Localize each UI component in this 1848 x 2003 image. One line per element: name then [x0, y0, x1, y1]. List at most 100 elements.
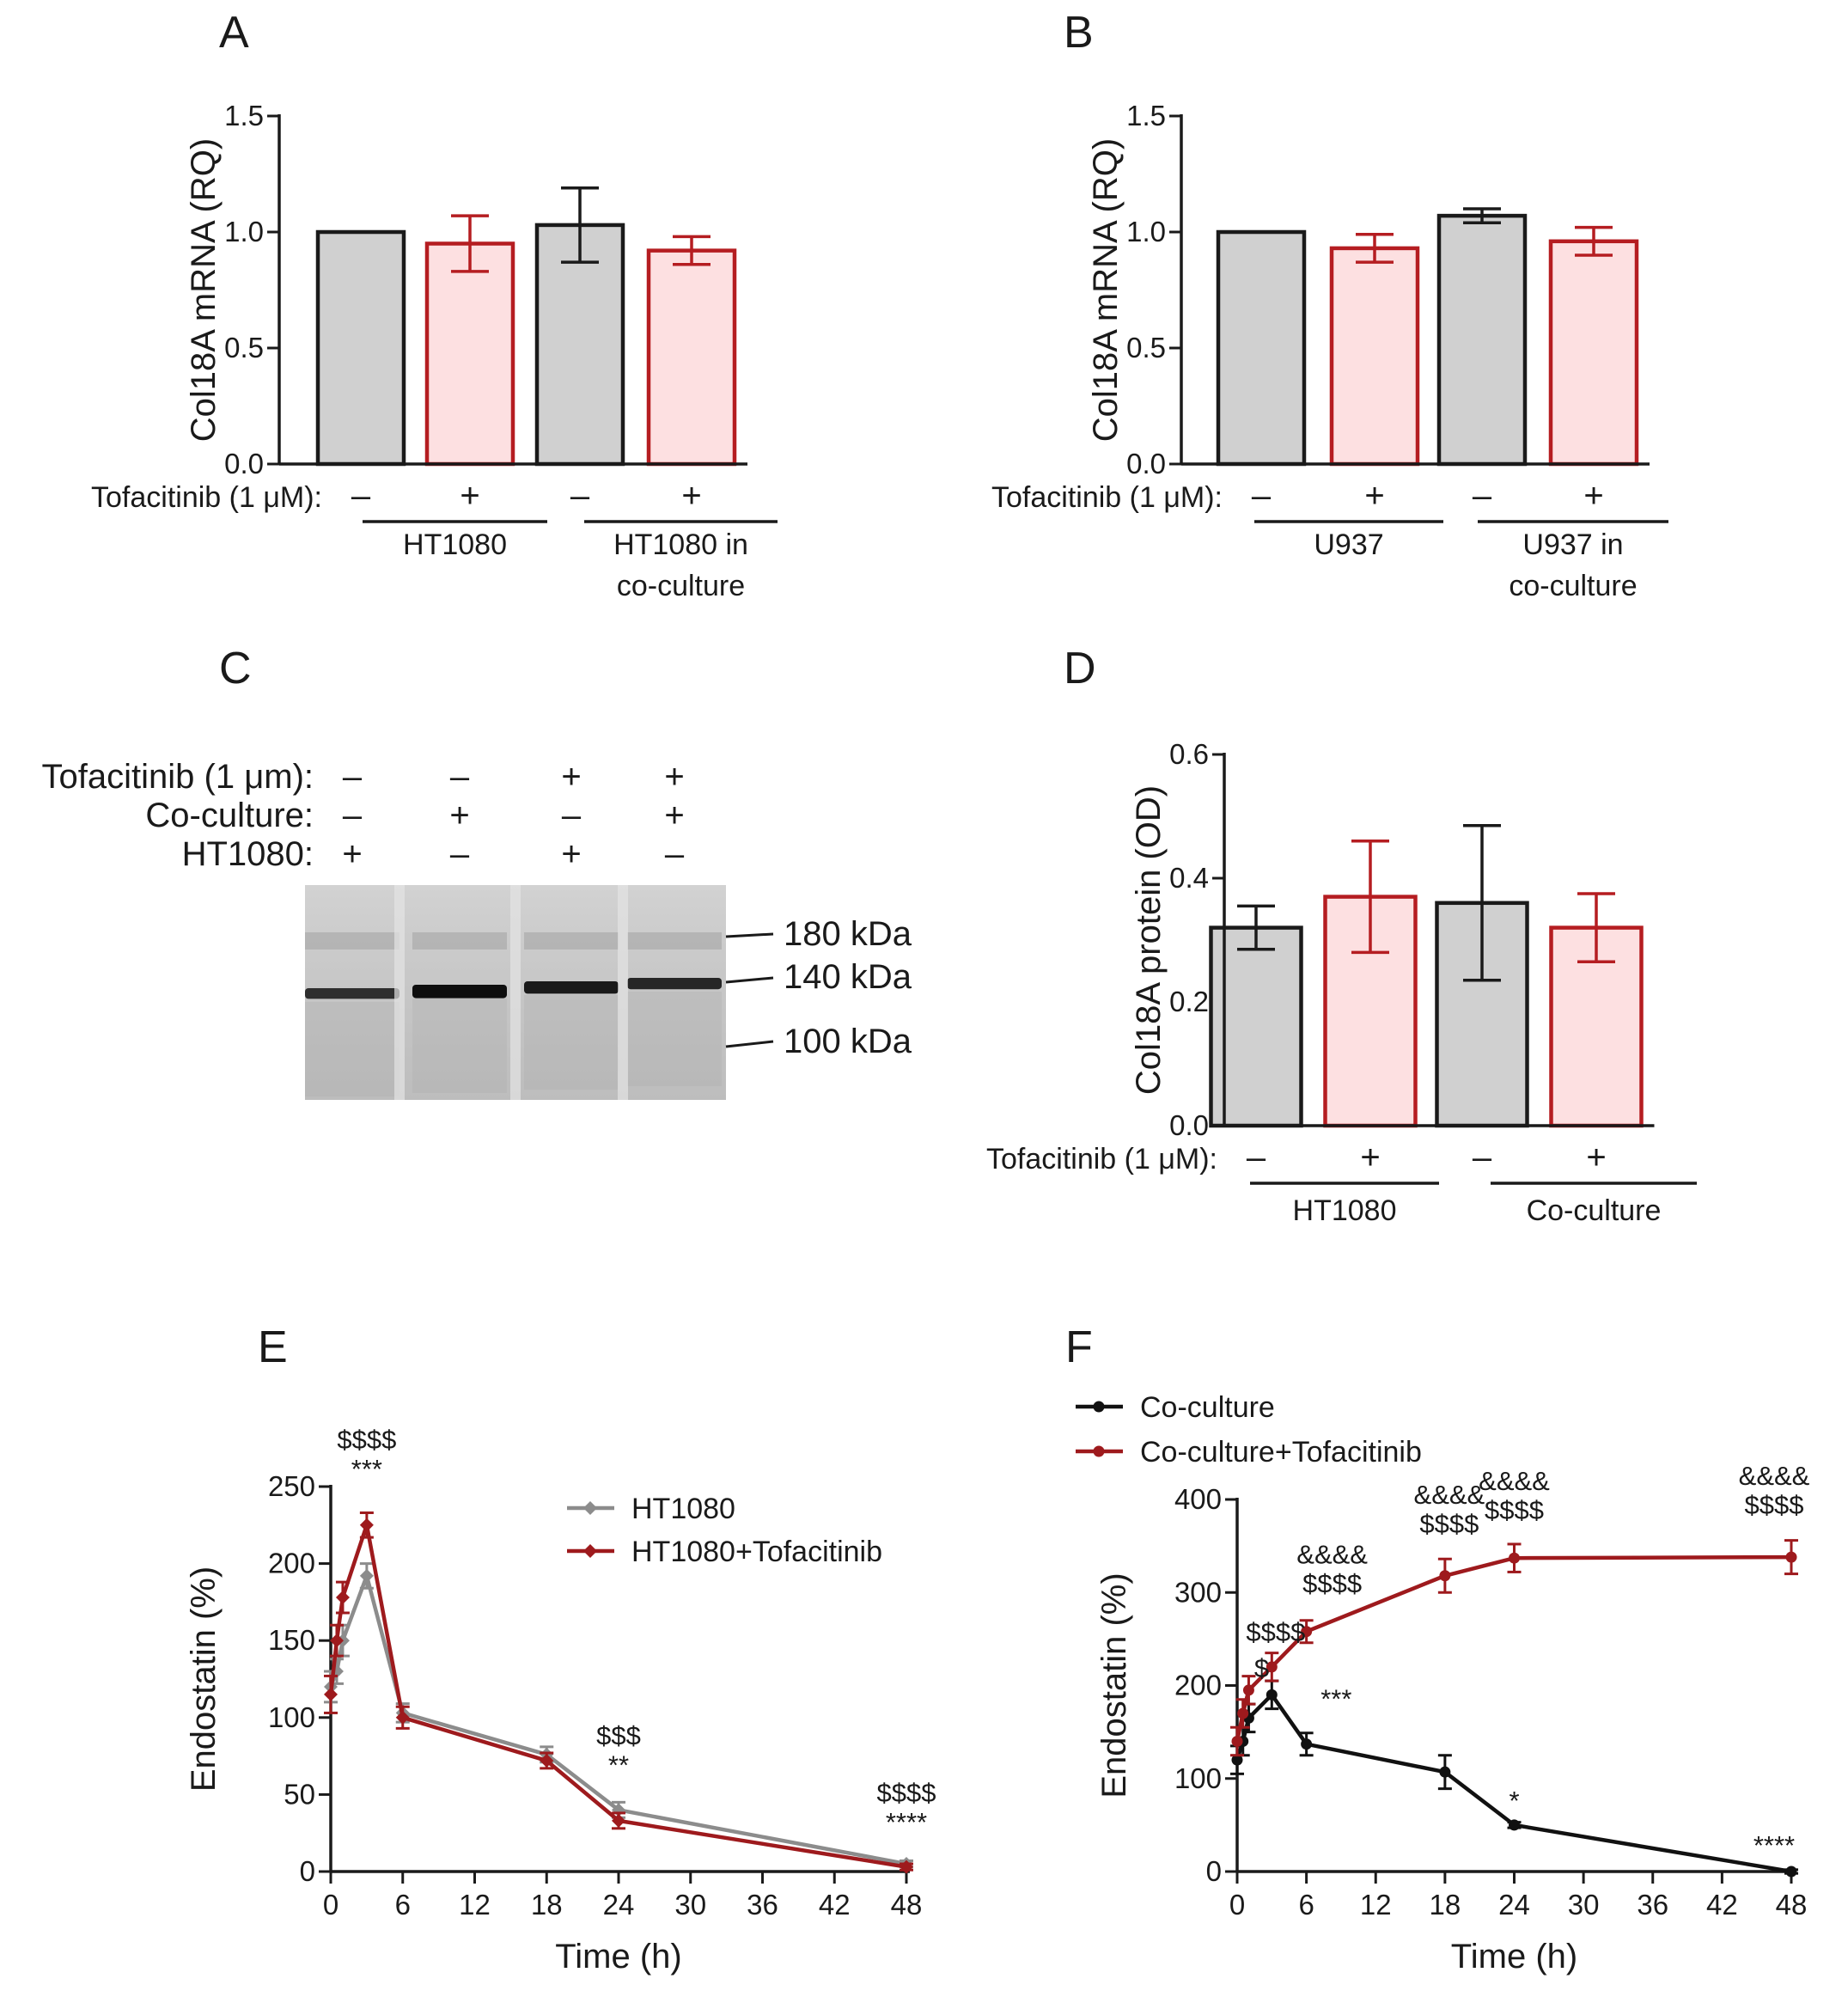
panel-label-e: E	[258, 1322, 288, 1372]
y-tick-label: 0.5	[1126, 332, 1166, 363]
data-point	[1301, 1626, 1313, 1638]
y-tick-label: 300	[1174, 1576, 1222, 1608]
series-line	[1235, 1693, 1792, 1874]
data-point	[335, 1591, 350, 1605]
treatment-sign: +	[460, 477, 479, 515]
treatment-sign: +	[681, 477, 701, 515]
significance-annotation: ****	[886, 1807, 927, 1837]
data-point	[1439, 1766, 1451, 1778]
y-tick-label: 200	[1174, 1670, 1222, 1701]
y-tick-label: 0.4	[1169, 862, 1209, 894]
data-point	[1439, 1570, 1451, 1582]
blot-sign: +	[561, 835, 581, 873]
y-axis-title: Col18A protein (OD)	[1130, 785, 1168, 1095]
data-point	[540, 1753, 554, 1768]
bar	[1548, 239, 1639, 467]
x-tick-label: 12	[1360, 1889, 1392, 1921]
data-point	[395, 1710, 410, 1725]
x-tick-label: 6	[1298, 1889, 1314, 1921]
x-tick-label: 42	[1706, 1889, 1738, 1921]
group-label: co-culture	[1509, 570, 1637, 602]
legend-marker	[1093, 1445, 1105, 1457]
x-tick-label: 0	[323, 1889, 338, 1921]
significance-annotation: &&&&	[1296, 1540, 1368, 1570]
significance-annotation: *	[1509, 1786, 1519, 1816]
band-smear	[524, 995, 619, 1090]
band-smear	[412, 998, 507, 1093]
data-point	[329, 1634, 344, 1648]
data-point	[359, 1518, 374, 1532]
blot-sign: +	[664, 797, 684, 834]
bar	[1436, 213, 1528, 467]
group-label: HT1080 in	[613, 528, 748, 561]
x-tick-label: 6	[395, 1889, 411, 1921]
chart-f-lines: 0 6 12 18 24 30 36 42 48 0 100 200 300 400 Co-culture C…	[1076, 1391, 1810, 1976]
blot-sign: +	[664, 758, 684, 796]
treatment-sign: –	[1252, 477, 1272, 515]
data-point	[1785, 1866, 1797, 1878]
y-tick-label: 0.0	[1126, 448, 1166, 479]
protein-band	[627, 978, 722, 990]
x-tick-label: 12	[459, 1889, 491, 1921]
x-axis-title: Time (h)	[1451, 1938, 1577, 1976]
panel-label-c: C	[219, 644, 252, 693]
protein-band	[412, 985, 507, 998]
bar	[424, 241, 515, 467]
treatment-sign: –	[1247, 1139, 1266, 1176]
significance-annotation: ****	[1753, 1830, 1795, 1860]
treatment-sign: +	[1364, 477, 1384, 515]
y-tick-label: 200	[268, 1548, 315, 1579]
faint-band	[627, 932, 722, 950]
group-label: Co-culture	[1527, 1194, 1662, 1227]
significance-annotation: $	[1254, 1653, 1269, 1683]
significance-annotation: $$$$	[1419, 1509, 1479, 1539]
y-tick-label: 0	[300, 1855, 315, 1887]
x-tick-label: 48	[891, 1889, 923, 1921]
chart-e-lines: 0 6 12 18 24 30 36 42 48 0 50 100 150 200 250 HT1080 HT1…	[185, 1425, 936, 1976]
treatment-sign: –	[351, 477, 371, 515]
panel-label-d: D	[1064, 644, 1096, 693]
treatment-sign: –	[570, 477, 590, 515]
chart-b-bars: 0.0 0.5 1.0 1.5 – + – + Tofacitinib (1 μM): U937 U…	[991, 100, 1668, 602]
treatment-label: Tofacitinib (1 μM):	[986, 1143, 1217, 1176]
legend-entry: Co-culture+Tofacitinib	[1140, 1436, 1422, 1469]
x-tick-label: 30	[674, 1889, 706, 1921]
blot-sign: –	[450, 758, 470, 796]
group-label: HT1080	[1293, 1194, 1397, 1227]
y-tick-label: 100	[268, 1701, 315, 1733]
data-point	[1301, 1738, 1313, 1750]
treatment-sign: –	[1473, 477, 1492, 515]
legend-marker	[583, 1501, 597, 1515]
significance-annotation: $$$	[596, 1720, 641, 1750]
bar	[315, 229, 406, 467]
x-axis-title: Time (h)	[555, 1938, 681, 1976]
significance-annotation: ***	[351, 1454, 382, 1484]
blot-sign: –	[343, 758, 363, 796]
x-tick-label: 48	[1776, 1889, 1808, 1921]
blot-sign: +	[449, 797, 469, 834]
protein-band	[305, 988, 399, 999]
data-point	[900, 1859, 913, 1874]
legend-marker	[1093, 1401, 1105, 1413]
y-tick-label: 1.0	[224, 216, 264, 247]
group-label: U937 in	[1522, 528, 1623, 561]
lane-gap	[394, 885, 405, 1100]
blot-marker-100: 100 kDa	[784, 1023, 912, 1060]
legend-entry: Co-culture	[1140, 1391, 1275, 1424]
faint-band	[305, 932, 399, 950]
data-point	[1237, 1707, 1249, 1719]
treatment-label: Tofacitinib (1 μM):	[991, 481, 1223, 514]
y-tick-label: 0	[1206, 1855, 1222, 1887]
group-label: U937	[1314, 528, 1383, 561]
y-tick-label: 0.6	[1169, 738, 1209, 770]
y-tick-label: 0.0	[224, 448, 264, 479]
y-tick-label: 50	[284, 1778, 315, 1810]
blot-row-label-ht1080: HT1080:	[182, 835, 314, 873]
y-tick-label: 0.2	[1169, 986, 1209, 1017]
faint-band	[412, 932, 507, 950]
group-label: co-culture	[617, 570, 745, 602]
bar	[1216, 229, 1307, 467]
significance-annotation: &&&&	[1479, 1466, 1550, 1496]
y-axis-title: Endostatin (%)	[1095, 1572, 1133, 1798]
